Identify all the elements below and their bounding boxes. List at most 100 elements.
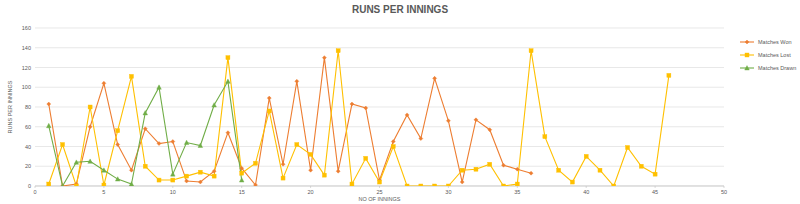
point [626,145,630,149]
x-tick-label: 25 [376,189,382,195]
x-tick-label: 15 [239,189,245,195]
point [405,113,409,117]
point [433,184,437,186]
point [198,170,202,174]
point [226,131,230,135]
series-line [49,58,531,186]
point [460,168,464,172]
point [502,163,506,167]
grid-line [35,67,724,68]
x-tick [586,186,587,188]
point [570,180,574,184]
point [515,182,519,186]
point [488,128,492,132]
point [171,178,175,182]
point [253,161,257,165]
point [529,49,533,53]
point [61,184,65,186]
grid-line [35,87,724,88]
point [171,172,176,176]
x-tick [379,186,380,188]
point [322,56,326,60]
x-tick-label: 20 [308,189,314,195]
point [74,184,78,186]
point [391,140,395,144]
x-tick-label: 40 [583,189,589,195]
y-tick-label: 140 [22,45,31,51]
x-tick-label: 45 [652,189,658,195]
point [309,152,313,156]
legend-marker [745,40,749,44]
point [502,184,506,186]
x-tick-label: 30 [445,189,451,195]
x-tick-label: 10 [170,189,176,195]
point [198,180,202,184]
point [157,178,161,182]
point [612,184,616,186]
series-line [49,81,242,186]
x-tick [241,186,242,188]
x-axis-label: NO OF INNINGS [359,196,401,202]
point [653,172,657,176]
series-line [49,51,669,186]
point [667,73,671,77]
point [460,180,464,184]
x-tick-label: 35 [514,189,520,195]
point [378,180,382,184]
y-tick-label: 40 [25,144,31,150]
point [171,140,175,144]
point [639,164,643,168]
point [102,81,106,85]
y-tick-label: 20 [25,163,31,169]
point [446,184,450,186]
legend-label: Matches Lost [758,52,791,58]
y-tick-label: 0 [28,183,31,189]
point [364,156,368,160]
point [419,137,423,141]
point [364,106,368,110]
legend-marker [745,53,749,57]
point [143,127,147,131]
point [253,183,257,186]
point [391,145,395,149]
point [336,49,340,53]
point [184,140,189,144]
x-tick [724,186,725,188]
grid-line [35,28,724,29]
point [61,143,65,147]
point [474,167,478,171]
chart: RUNS PER INNINGS020406080100120140160051… [0,0,800,204]
point [322,173,326,177]
point [515,167,519,171]
grid-line [35,107,724,108]
point [88,159,93,163]
point [226,79,231,83]
point [474,118,478,122]
point [116,129,120,133]
y-tick-label: 80 [25,104,31,110]
x-tick-label: 5 [102,189,105,195]
point [543,135,547,139]
point [116,143,120,147]
point [488,162,492,166]
y-tick-label: 120 [22,65,31,71]
x-tick [448,186,449,188]
grid-line [35,47,724,48]
plot-area [46,49,670,186]
grid-line [35,126,724,127]
point [239,178,244,182]
point [598,168,602,172]
point [129,168,133,172]
x-tick [655,186,656,188]
x-tick [35,186,36,188]
point [433,76,437,80]
point [157,85,162,89]
x-tick [103,186,104,188]
point [350,102,354,106]
y-tick-label: 60 [25,124,31,130]
y-tick-label: 160 [22,25,31,31]
point [226,56,230,60]
point [267,109,271,113]
point [336,169,340,173]
legend-label: Matches Drawn [758,65,796,71]
